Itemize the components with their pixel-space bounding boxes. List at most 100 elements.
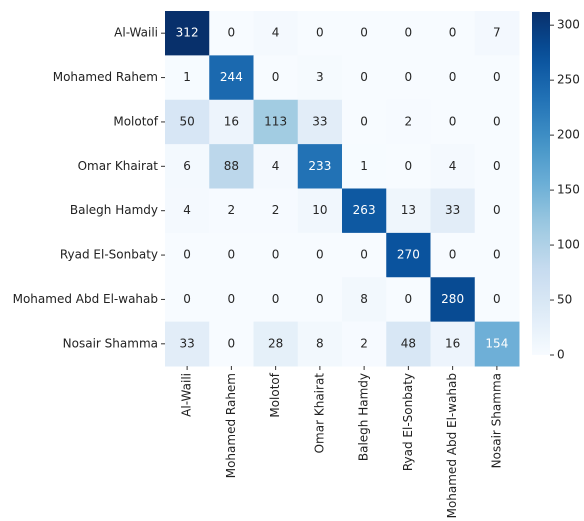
cell (474, 11, 520, 56)
cell (297, 11, 343, 56)
cell-label: 0 (405, 70, 413, 84)
cell (386, 144, 431, 189)
cell-label: 113 (264, 114, 287, 128)
y-tick-label: Molotof (113, 114, 158, 128)
x-tick-label: Al-Waili (180, 373, 194, 417)
cell (253, 55, 299, 101)
cell-label: 33 (312, 114, 327, 128)
cell-label: 0 (493, 203, 501, 217)
cell-label: 0 (183, 248, 191, 262)
cell-label: 7 (493, 26, 501, 40)
cell (430, 277, 476, 323)
cell (253, 321, 299, 367)
cell (430, 144, 476, 189)
colorbar-tick-label: 200 (557, 128, 580, 142)
y-tick-label: Mohamed Rahem (53, 70, 158, 84)
cell (165, 11, 210, 56)
cell-label: 0 (316, 248, 324, 262)
cell-label: 33 (445, 203, 460, 217)
colorbar-tick-label: 150 (557, 183, 580, 197)
cell-label: 4 (183, 203, 191, 217)
cell (297, 55, 343, 101)
cell (165, 277, 210, 323)
colorbar-tick-label: 0 (557, 348, 565, 362)
cell (209, 11, 254, 56)
cell (430, 188, 476, 234)
cell-label: 263 (353, 203, 376, 217)
cell (474, 99, 520, 145)
cell (342, 144, 387, 189)
cell (342, 188, 387, 234)
cell-label: 16 (445, 336, 460, 350)
cell-label: 0 (183, 292, 191, 306)
cell (209, 99, 254, 145)
cell (253, 188, 299, 234)
cell-label: 8 (360, 292, 368, 306)
cell-label: 0 (449, 70, 457, 84)
cell (253, 232, 299, 278)
cell (297, 144, 343, 189)
cell-label: 0 (228, 292, 236, 306)
colorbar-tick-label: 250 (557, 73, 580, 87)
cell-label: 0 (272, 248, 280, 262)
y-tick-label: Omar Khairat (78, 159, 159, 173)
cell (209, 232, 254, 278)
y-tick-label: Balegh Hamdy (70, 203, 158, 217)
y-tick-label: Mohamed Abd El-wahab (13, 292, 158, 306)
cell-label: 33 (179, 336, 194, 350)
cell (253, 11, 299, 56)
y-tick-label: Ryad El-Sonbaty (60, 248, 158, 262)
colorbar (532, 12, 550, 355)
cell-label: 10 (312, 203, 327, 217)
cell-label: 16 (224, 114, 239, 128)
cell-label: 0 (493, 248, 501, 262)
cell (386, 321, 431, 367)
cell (165, 99, 210, 145)
cell-label: 0 (493, 70, 501, 84)
cell (297, 277, 343, 323)
cell (253, 277, 299, 323)
cell-label: 4 (272, 26, 280, 40)
cell-label: 0 (360, 26, 368, 40)
cell (474, 321, 520, 367)
cell-label: 48 (401, 336, 416, 350)
cell-label: 0 (449, 26, 457, 40)
cell-label: 0 (493, 292, 501, 306)
cell-label: 0 (272, 70, 280, 84)
cell-label: 2 (228, 203, 236, 217)
cell-label: 6 (183, 159, 191, 173)
cell (474, 277, 520, 323)
cell (209, 277, 254, 323)
cell-label: 244 (220, 70, 243, 84)
x-tick-label: Nosair Shamma (489, 373, 503, 468)
cell-label: 0 (360, 248, 368, 262)
cell-label: 0 (360, 70, 368, 84)
cell-label: 4 (449, 159, 457, 173)
cell-label: 2 (272, 203, 280, 217)
cell-label: 0 (405, 292, 413, 306)
cell (342, 232, 387, 278)
cell-label: 0 (449, 248, 457, 262)
cell-label: 0 (228, 336, 236, 350)
cell (430, 55, 476, 101)
colorbar-tick-label: 100 (557, 238, 580, 252)
cell-label: 312 (176, 26, 199, 40)
cell (253, 144, 299, 189)
cell-label: 0 (316, 26, 324, 40)
cell (474, 55, 520, 101)
cell-label: 13 (401, 203, 416, 217)
cell-label: 2 (360, 336, 368, 350)
cell (342, 55, 387, 101)
cell-label: 0 (228, 26, 236, 40)
cell (165, 321, 210, 367)
x-tick-label: Omar Khairat (312, 373, 326, 454)
cell (297, 188, 343, 234)
cell-label: 8 (316, 336, 324, 350)
x-tick-label: Ryad El-Sonbaty (401, 373, 415, 471)
x-tick-label: Molotof (268, 372, 282, 417)
cell (342, 277, 387, 323)
cell (342, 321, 387, 367)
cell (430, 321, 476, 367)
cell (165, 188, 210, 234)
